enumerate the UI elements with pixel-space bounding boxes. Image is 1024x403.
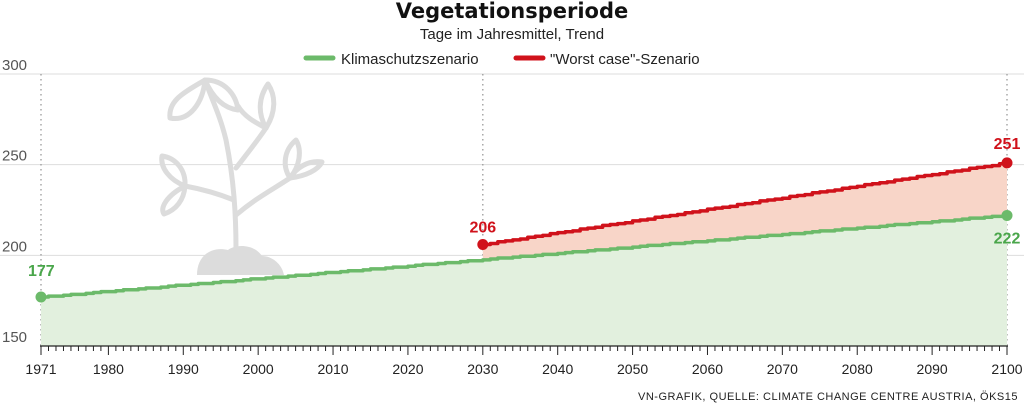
x-tick-label: 2020	[392, 361, 423, 377]
area-klimaschutz	[41, 215, 1007, 346]
plant-stem-icon	[202, 77, 239, 253]
series-lines	[41, 162, 1009, 299]
plant-branch-left-icon	[182, 183, 237, 203]
x-tick-label: 2040	[542, 361, 573, 377]
line-klimaschutz	[41, 214, 1009, 299]
plant-leaf-icon	[167, 77, 208, 121]
x-tick-label: 2080	[842, 361, 873, 377]
plant-icon	[159, 77, 325, 253]
data-labels: 177 222 206 251	[28, 136, 1020, 280]
plant-leaf-icon	[257, 81, 277, 131]
legend-label-klimaschutz: Klimaschutzszenario	[341, 51, 479, 68]
y-tick-label: 250	[2, 148, 27, 165]
label-klimaschutz-end: 222	[994, 230, 1021, 247]
plant-leaf-icon	[287, 159, 325, 181]
marker-klimaschutz-end	[1001, 209, 1013, 221]
legend: Klimaschutzszenario "Worst case"-Szenari…	[303, 51, 700, 68]
plant-branch-right-icon	[233, 175, 293, 218]
line-worst-case	[482, 162, 1009, 247]
x-tick-label: 1990	[168, 361, 199, 377]
x-tick-label: 2030	[467, 361, 498, 377]
x-tick-label: 2090	[917, 361, 948, 377]
marker-worst-case-end	[1001, 157, 1013, 169]
x-tick-label: 2010	[317, 361, 348, 377]
chart-subtitle: Tage im Jahresmittel, Trend	[420, 26, 604, 43]
y-axis: 150 200 250 300	[2, 57, 27, 346]
legend-label-worst-case: "Worst case"-Szenario	[550, 51, 700, 68]
plant-leaf-icon	[160, 183, 188, 217]
plant-branch-upper-icon	[233, 125, 269, 171]
plant-mound-icon	[197, 246, 284, 275]
plant-leaf-icon	[159, 153, 188, 189]
y-tick-label: 150	[2, 329, 27, 346]
label-klimaschutz-start: 177	[28, 263, 55, 280]
chart-title: Vegetationsperiode	[396, 0, 628, 23]
label-worst-case-start: 206	[469, 219, 496, 236]
plant-twig-icon	[235, 103, 269, 131]
label-worst-case-end: 251	[994, 136, 1021, 153]
x-tick-label: 2060	[692, 361, 723, 377]
x-tick-label: 1980	[93, 361, 124, 377]
marker-klimaschutz-start	[35, 291, 47, 303]
area-worst-case	[482, 162, 1007, 260]
y-tick-label: 200	[2, 238, 27, 255]
series-markers	[35, 157, 1013, 303]
x-tick-label: 2100	[991, 361, 1022, 377]
series-areas	[41, 162, 1007, 346]
y-tick-label: 300	[2, 57, 27, 74]
x-tick-label: 1971	[25, 361, 56, 377]
x-tick-label: 2070	[767, 361, 798, 377]
marker-worst-case-start	[477, 238, 489, 250]
x-tick-label: 2000	[243, 361, 274, 377]
source-note: VN-GRAFIK, QUELLE: CLIMATE CHANGE CENTRE…	[638, 391, 1018, 403]
x-tick-label: 2050	[617, 361, 648, 377]
x-axis: 1971 1980 1990 2000 2010 2020 2030 2040 2050 2060…	[25, 345, 1023, 377]
